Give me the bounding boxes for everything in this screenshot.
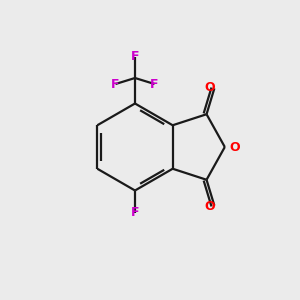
Text: O: O xyxy=(205,200,215,213)
Text: F: F xyxy=(150,77,159,91)
Text: O: O xyxy=(205,81,215,94)
Text: F: F xyxy=(131,206,139,220)
Text: F: F xyxy=(131,50,139,64)
Text: F: F xyxy=(111,77,120,91)
Text: O: O xyxy=(229,140,240,154)
